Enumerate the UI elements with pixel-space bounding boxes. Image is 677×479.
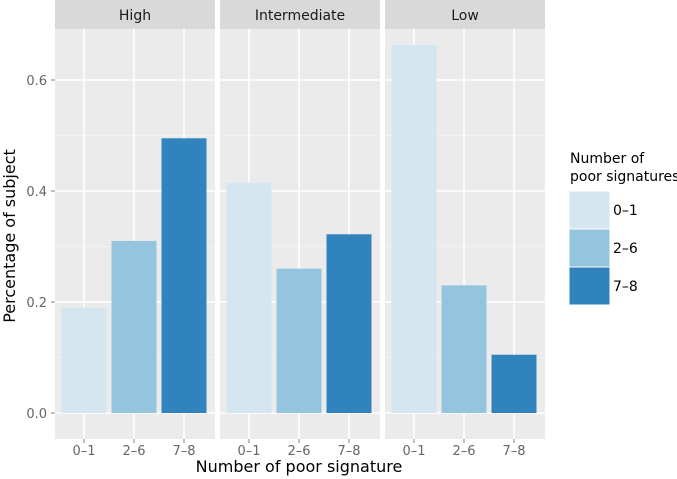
bar-intermediate-0 [226,182,272,413]
facet-strip [55,0,215,29]
x-tick-label: 2–6 [452,444,475,459]
legend-label: 7–8 [613,279,638,295]
x-axis-title: Number of poor signature [196,457,403,476]
x-tick-label: 0–1 [237,444,260,459]
x-tick-label: 2–6 [287,444,310,459]
facet-label: High [119,8,151,24]
y-tick-label: 0.0 [26,407,47,422]
x-tick-label: 7–8 [172,444,195,459]
x-tick-label: 0–1 [402,444,425,459]
legend-title-line1: Number of [570,151,645,167]
facet-strip [385,0,545,29]
y-tick-label: 0.4 [26,185,47,200]
bar-intermediate-2 [326,234,372,413]
facet-label: Intermediate [255,8,345,24]
y-tick-label: 0.6 [26,74,47,89]
bar-high-0 [61,307,107,413]
legend-key-2 [568,266,611,306]
legend-key-0 [568,190,611,230]
y-tick-label: 0.2 [26,296,47,311]
facet-label: Low [451,8,479,24]
panel-high: High 0–1 2–6 7–8 [55,0,215,459]
legend-label: 2–6 [613,241,638,257]
legend-items: 0–1 2–6 7–8 [568,190,638,306]
panel-low: Low 0–1 2–6 7–8 [385,0,545,459]
panels-group: High 0–1 2–6 7–8 Intermediate 0–1 2–6 7–8 Low 0–1… [55,0,545,459]
facet-strip [220,0,380,29]
y-axis-title: Percentage of subject [0,149,19,323]
y-axis: 0.0 0.2 0.4 0.6 [26,74,55,422]
bar-high-2 [161,138,207,413]
legend-key-1 [568,228,611,268]
bar-low-1 [441,285,487,413]
legend-label: 0–1 [613,203,638,219]
panel-intermediate: Intermediate 0–1 2–6 7–8 [220,0,380,459]
bar-low-2 [491,354,537,413]
legend-title-line2: poor signatures [570,169,677,185]
x-tick-label: 2–6 [122,444,145,459]
x-tick-label: 7–8 [337,444,360,459]
legend: Number of poor signatures 0–1 2–6 7–8 [568,151,677,306]
x-tick-label: 0–1 [72,444,95,459]
bar-low-0 [391,45,437,413]
bar-intermediate-1 [276,268,322,413]
bar-high-1 [111,240,157,413]
x-tick-label: 7–8 [502,444,525,459]
